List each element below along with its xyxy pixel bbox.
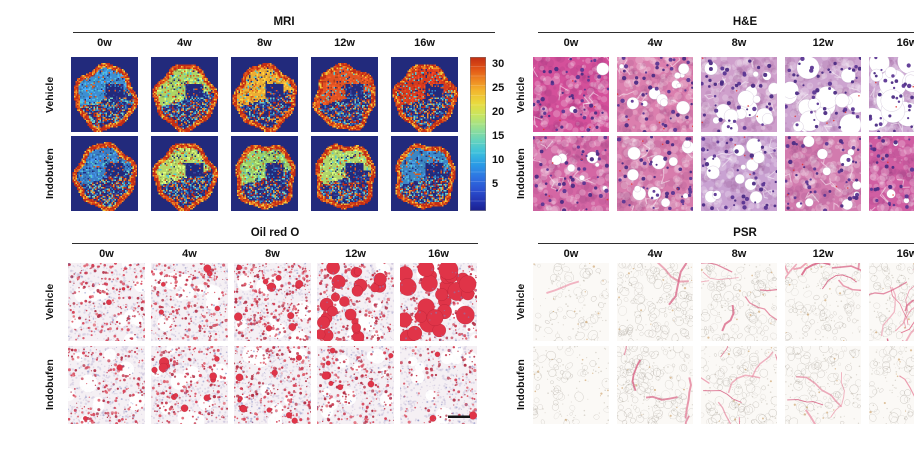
psr-image-vehicle-16w <box>869 263 914 341</box>
mri-image-indobufen-8w <box>231 136 298 211</box>
he-image-indobufen-0w <box>533 136 609 211</box>
oro-row-label-indobufen: Indobufen <box>44 359 56 411</box>
psr-image-vehicle-0w <box>533 263 609 341</box>
psr-row-label-vehicle: Vehicle <box>515 283 527 321</box>
oro-header-4w: 4w <box>182 248 197 260</box>
oro-header-16w: 16w <box>428 248 449 260</box>
colorbar-tick-5: 5 <box>492 178 499 190</box>
he-header-8w: 8w <box>731 37 747 49</box>
he-image-indobufen-8w <box>701 136 777 211</box>
mri-panel: MRI 0w 4w 8w 12w 16w Vehicle Indobufen 3… <box>40 16 504 221</box>
mri-header-0w: 0w <box>97 37 112 49</box>
he-row-label-vehicle: Vehicle <box>515 76 527 113</box>
oil-red-o-title-rule <box>72 243 478 244</box>
mri-row-label-indobufen: Indobufen <box>44 148 56 199</box>
psr-image-indobufen-16w <box>869 346 914 424</box>
psr-header-12w: 12w <box>812 248 834 260</box>
psr-header-16w: 16w <box>896 248 914 260</box>
he-image-indobufen-16w <box>869 136 914 211</box>
mri-colorbar: 30 25 20 15 10 5 <box>470 57 512 211</box>
psr-image-indobufen-8w <box>701 346 777 424</box>
he-image-vehicle-0w <box>533 57 609 132</box>
he-image-vehicle-12w <box>785 57 861 132</box>
oil-red-o-panel: Oil red O 0w 4w 8w 12w 16w Vehicle Indob… <box>40 226 495 433</box>
mri-header-12w: 12w <box>334 37 355 49</box>
he-header-4w: 4w <box>647 37 663 49</box>
oro-image-indobufen-16w <box>400 346 477 424</box>
mri-column-headers: 0w 4w 8w 12w 16w <box>71 37 458 49</box>
colorbar-tick-20: 20 <box>492 106 505 118</box>
he-row-label-indobufen: Indobufen <box>515 148 527 199</box>
mri-image-indobufen-4w <box>151 136 218 211</box>
mri-header-4w: 4w <box>177 37 192 49</box>
colorbar-tick-30: 30 <box>492 58 505 70</box>
psr-image-indobufen-4w <box>617 346 693 424</box>
he-header-0w: 0w <box>563 37 579 49</box>
psr-panel: PSR 0w 4w 8w 12w 16w Vehicle Indobufen <box>495 226 914 433</box>
mri-image-vehicle-8w <box>231 57 298 132</box>
he-column-headers: 0w 4w 8w 12w 16w <box>533 37 914 49</box>
mri-header-8w: 8w <box>257 37 272 49</box>
colorbar-tick-25: 25 <box>492 82 505 94</box>
oro-image-indobufen-12w <box>317 346 394 424</box>
psr-image-indobufen-12w <box>785 346 861 424</box>
he-title-rule <box>538 32 914 33</box>
psr-image-vehicle-12w <box>785 263 861 341</box>
he-header-16w: 16w <box>896 37 914 49</box>
oro-image-grid <box>68 263 477 424</box>
he-image-vehicle-4w <box>617 57 693 132</box>
psr-image-grid <box>533 263 914 424</box>
psr-row-label-indobufen: Indobufen <box>515 359 527 411</box>
oil-red-o-panel-title: Oil red O <box>250 227 300 239</box>
oro-image-vehicle-16w <box>400 263 477 341</box>
colorbar-tick-15: 15 <box>492 130 505 142</box>
oro-image-vehicle-0w <box>68 263 145 341</box>
psr-image-indobufen-0w <box>533 346 609 424</box>
colorbar-tick-10: 10 <box>492 154 505 166</box>
oro-row-label-vehicle: Vehicle <box>44 283 56 321</box>
mri-image-grid <box>71 57 458 211</box>
he-header-12w: 12w <box>812 37 834 49</box>
psr-header-0w: 0w <box>563 248 579 260</box>
he-image-grid <box>533 57 914 211</box>
oro-image-vehicle-12w <box>317 263 394 341</box>
oil-red-o-column-headers: 0w 4w 8w 12w 16w <box>68 248 477 260</box>
psr-image-vehicle-4w <box>617 263 693 341</box>
oro-image-vehicle-8w <box>234 263 311 341</box>
oro-header-12w: 12w <box>345 248 366 260</box>
psr-column-headers: 0w 4w 8w 12w 16w <box>533 248 914 260</box>
mri-image-indobufen-12w <box>311 136 378 211</box>
he-image-indobufen-12w <box>785 136 861 211</box>
mri-header-16w: 16w <box>414 37 435 49</box>
he-panel: H&E 0w 4w 8w 12w 16w Vehicle Indobufen <box>495 16 914 221</box>
oro-image-indobufen-0w <box>68 346 145 424</box>
he-panel-title: H&E <box>732 16 758 28</box>
mri-image-indobufen-0w <box>71 136 138 211</box>
psr-header-4w: 4w <box>647 248 663 260</box>
oro-image-vehicle-4w <box>151 263 228 341</box>
oro-header-0w: 0w <box>99 248 114 260</box>
mri-image-indobufen-16w <box>391 136 458 211</box>
mri-image-vehicle-16w <box>391 57 458 132</box>
psr-title-rule <box>538 243 914 244</box>
mri-image-vehicle-0w <box>71 57 138 132</box>
oro-header-8w: 8w <box>265 248 280 260</box>
mri-title-rule <box>73 32 495 33</box>
oro-image-indobufen-4w <box>151 346 228 424</box>
psr-image-vehicle-8w <box>701 263 777 341</box>
psr-panel-title: PSR <box>733 227 757 239</box>
oro-image-indobufen-8w <box>234 346 311 424</box>
he-image-vehicle-8w <box>701 57 777 132</box>
he-image-indobufen-4w <box>617 136 693 211</box>
multi-panel-figure: MRI 0w 4w 8w 12w 16w Vehicle Indobufen 3… <box>40 16 914 433</box>
colorbar-gradient <box>470 57 486 211</box>
mri-image-vehicle-4w <box>151 57 218 132</box>
mri-row-label-vehicle: Vehicle <box>44 76 56 113</box>
he-image-vehicle-16w <box>869 57 914 132</box>
mri-panel-title: MRI <box>273 16 295 28</box>
psr-header-8w: 8w <box>731 248 747 260</box>
mri-image-vehicle-12w <box>311 57 378 132</box>
